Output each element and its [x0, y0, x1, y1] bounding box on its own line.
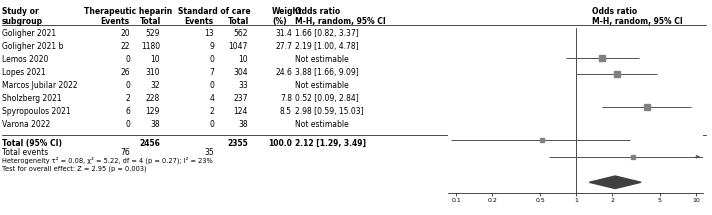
- Text: 0: 0: [209, 55, 214, 64]
- Text: 529: 529: [145, 29, 160, 38]
- Polygon shape: [590, 176, 641, 189]
- Text: 2456: 2456: [139, 139, 160, 148]
- Text: 26: 26: [120, 68, 130, 77]
- Text: Marcos Jubilar 2022: Marcos Jubilar 2022: [2, 81, 78, 90]
- Text: 2.19 [1.00, 4.78]: 2.19 [1.00, 4.78]: [295, 42, 359, 51]
- Text: 38: 38: [239, 120, 248, 129]
- Text: Odds ratio: Odds ratio: [592, 7, 637, 16]
- Text: 237: 237: [234, 94, 248, 103]
- Text: 20: 20: [120, 29, 130, 38]
- Text: 27.7: 27.7: [275, 42, 292, 51]
- Text: Lopes 2021: Lopes 2021: [2, 68, 46, 77]
- Text: 10: 10: [239, 55, 248, 64]
- Text: Goligher 2021: Goligher 2021: [2, 29, 56, 38]
- Text: Total (95% CI): Total (95% CI): [2, 139, 62, 148]
- Text: Total: Total: [228, 17, 249, 26]
- Text: Total events: Total events: [2, 148, 48, 157]
- Text: 310: 310: [145, 68, 160, 77]
- Text: 1047: 1047: [229, 42, 248, 51]
- Text: 0: 0: [125, 55, 130, 64]
- Text: 3.88 [1.66, 9.09]: 3.88 [1.66, 9.09]: [295, 68, 359, 77]
- Text: Test for overall effect: Z = 2.95 (p = 0.003): Test for overall effect: Z = 2.95 (p = 0…: [2, 166, 147, 172]
- Text: 129: 129: [146, 107, 160, 116]
- Text: Weight: Weight: [272, 7, 303, 16]
- Text: 31.4: 31.4: [275, 29, 292, 38]
- Text: 2.12 [1.29, 3.49]: 2.12 [1.29, 3.49]: [295, 139, 366, 148]
- Text: 100.0: 100.0: [268, 139, 292, 148]
- Text: 24.6: 24.6: [275, 68, 292, 77]
- Text: Goligher 2021 b: Goligher 2021 b: [2, 42, 63, 51]
- Text: M-H, random, 95% CI: M-H, random, 95% CI: [295, 17, 386, 26]
- Text: Events: Events: [184, 17, 213, 26]
- Text: 0.52 [0.09, 2.84]: 0.52 [0.09, 2.84]: [295, 94, 359, 103]
- Text: Spyropoulos 2021: Spyropoulos 2021: [2, 107, 70, 116]
- Text: 0: 0: [209, 81, 214, 90]
- Text: subgroup: subgroup: [2, 17, 43, 26]
- Text: 0: 0: [125, 81, 130, 90]
- Text: 0: 0: [125, 120, 130, 129]
- Text: 124: 124: [234, 107, 248, 116]
- Text: 1180: 1180: [141, 42, 160, 51]
- Text: 22: 22: [120, 42, 130, 51]
- Text: Events: Events: [100, 17, 129, 26]
- Text: 33: 33: [239, 81, 248, 90]
- Text: 8.5: 8.5: [280, 107, 292, 116]
- Text: 7.8: 7.8: [280, 94, 292, 103]
- Text: 1.66 [0.82, 3.37]: 1.66 [0.82, 3.37]: [295, 29, 359, 38]
- Text: 6: 6: [125, 107, 130, 116]
- Text: (%): (%): [272, 17, 287, 26]
- Text: Heterogeneity τ² = 0.08, χ² = 5.22, df = 4 (p = 0.27); I² = 23%: Heterogeneity τ² = 0.08, χ² = 5.22, df =…: [2, 157, 213, 164]
- Text: Varona 2022: Varona 2022: [2, 120, 51, 129]
- Text: 38: 38: [150, 120, 160, 129]
- Text: 2.98 [0.59, 15.03]: 2.98 [0.59, 15.03]: [295, 107, 364, 116]
- Text: 35: 35: [204, 148, 214, 157]
- Text: 304: 304: [234, 68, 248, 77]
- Text: 9: 9: [209, 42, 214, 51]
- Text: Standard of care: Standard of care: [178, 7, 251, 16]
- Text: Not estimable: Not estimable: [295, 55, 349, 64]
- Text: Sholzberg 2021: Sholzberg 2021: [2, 94, 62, 103]
- Text: 0: 0: [209, 120, 214, 129]
- Text: 2: 2: [125, 94, 130, 103]
- Text: Study or: Study or: [2, 7, 38, 16]
- Text: 7: 7: [209, 68, 214, 77]
- Text: Total: Total: [140, 17, 161, 26]
- Text: 32: 32: [150, 81, 160, 90]
- Text: 2355: 2355: [227, 139, 248, 148]
- Text: Not estimable: Not estimable: [295, 81, 349, 90]
- Text: Not estimable: Not estimable: [295, 120, 349, 129]
- Text: 2: 2: [209, 107, 214, 116]
- Text: 13: 13: [204, 29, 214, 38]
- Text: 4: 4: [209, 94, 214, 103]
- Text: M-H, random, 95% CI: M-H, random, 95% CI: [592, 17, 683, 26]
- Text: 228: 228: [146, 94, 160, 103]
- Text: 10: 10: [150, 55, 160, 64]
- Text: 76: 76: [120, 148, 130, 157]
- Text: 562: 562: [234, 29, 248, 38]
- Text: Lemos 2020: Lemos 2020: [2, 55, 48, 64]
- Text: Therapeutic heparin: Therapeutic heparin: [84, 7, 172, 16]
- Text: Odds ratio: Odds ratio: [295, 7, 340, 16]
